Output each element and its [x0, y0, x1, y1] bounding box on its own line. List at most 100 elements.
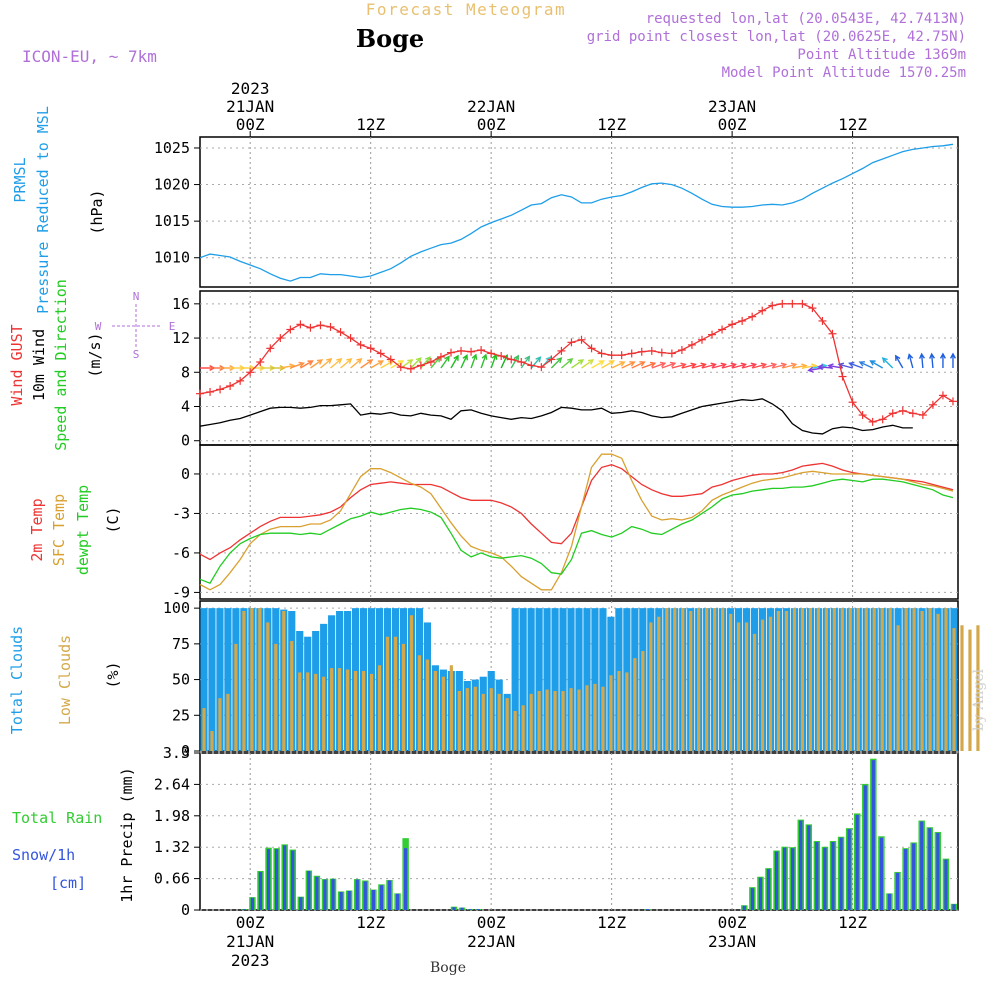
wind-arrow-head	[639, 361, 646, 367]
wind-arrow	[290, 362, 304, 369]
y-tick-label: 0	[181, 432, 190, 450]
snow-bar	[928, 828, 932, 910]
wind-arrow-head	[367, 359, 374, 365]
time-label-top: 00Z	[236, 115, 265, 134]
low-clouds-bar	[577, 689, 581, 751]
wind-arrow	[310, 359, 323, 369]
snow-bar	[331, 879, 335, 910]
low-clouds-bar	[409, 615, 414, 751]
wind-arrow	[701, 363, 716, 369]
low-clouds-bar	[960, 625, 964, 751]
low-clouds-bar	[274, 643, 278, 751]
snow-bar	[944, 859, 948, 910]
wind-arrow	[762, 363, 776, 369]
wind-label: 10m Wind	[30, 329, 48, 401]
wind-arrow	[340, 358, 352, 369]
snow-bar	[815, 841, 819, 910]
low-clouds-bar	[529, 693, 533, 751]
low-clouds-bar	[465, 688, 469, 751]
y-tick-label: 8	[181, 363, 190, 381]
low-clouds-bar	[497, 693, 501, 751]
low-clouds-bar	[800, 608, 805, 751]
snow-bar	[936, 832, 940, 910]
clouds-unit: (%)	[104, 661, 122, 688]
low-clouds-bar	[816, 608, 820, 751]
time-label-top: 00Z	[718, 115, 747, 134]
time-label-bottom: 00Z	[236, 913, 265, 932]
wind-arrow-head	[513, 354, 519, 361]
time-label-bottom: 2023	[231, 951, 270, 970]
time-label-top: 12Z	[838, 115, 867, 134]
wind-arrow	[721, 363, 736, 369]
snow-bar	[742, 905, 746, 910]
wind-arrow-head	[790, 362, 798, 369]
requested-location: requested lon,lat (20.0543E, 42.7413N)	[646, 11, 966, 27]
y-tick-label: 1.98	[154, 807, 190, 825]
y-tick-label: 2.64	[154, 775, 190, 793]
low-clouds-bar	[808, 608, 812, 751]
low-clouds-bar	[361, 671, 366, 751]
low-clouds-bar	[928, 608, 932, 751]
low-clouds-bar	[298, 672, 302, 751]
snow-bar	[887, 893, 892, 910]
time-label-bottom: 12Z	[838, 913, 867, 932]
wind-arrow	[772, 363, 786, 369]
wind-arrow	[280, 364, 295, 369]
total-clouds-bar	[511, 608, 519, 751]
wind-arrow	[802, 364, 817, 369]
low-clouds-bar	[433, 671, 437, 751]
low-clouds-bar	[721, 608, 725, 751]
wind-arrow-head	[598, 360, 605, 366]
wind-arrow	[895, 355, 904, 369]
snow-bar	[847, 829, 851, 910]
low-clouds-bar	[210, 731, 214, 751]
snow-bar	[371, 890, 375, 910]
wind-arrow-head	[710, 362, 717, 369]
low-clouds-bar	[824, 608, 828, 751]
low-clouds-bar	[792, 608, 797, 751]
wind-arrow-head	[587, 359, 595, 365]
gust-line	[199, 303, 954, 423]
total-clouds-bar	[583, 608, 591, 751]
low-clouds-bar	[832, 608, 836, 751]
wind-unit: (m/s)	[86, 332, 104, 377]
low-clouds-bar	[250, 608, 254, 751]
pressure-unit: (hPa)	[88, 189, 106, 234]
wind-arrow	[330, 358, 342, 369]
wind-arrow-head	[567, 358, 574, 364]
low-clouds-bar	[968, 629, 972, 751]
snow-bar	[274, 849, 279, 910]
snow-bar	[783, 847, 787, 910]
wind-arrow	[510, 355, 519, 369]
wind-arrow	[930, 353, 934, 369]
low-clouds-bar	[752, 633, 757, 751]
low-clouds-bar	[569, 688, 573, 751]
wind-arrow	[818, 366, 833, 369]
wind-arrow-head	[669, 361, 677, 368]
low-clouds-bar	[729, 613, 733, 751]
low-clouds-bar	[290, 641, 294, 751]
low-clouds-bar	[872, 608, 876, 751]
wind-arrow	[300, 360, 313, 369]
wind-arrow	[470, 354, 477, 369]
low-clouds-bar	[840, 608, 844, 751]
total-clouds-bar	[591, 608, 599, 751]
wind-arrow	[410, 357, 422, 369]
low-clouds-bar	[306, 672, 310, 751]
watermark: by Angel	[971, 668, 987, 731]
low-clouds-bar	[513, 711, 517, 751]
snow-bar	[347, 890, 351, 910]
snow-bar	[952, 904, 956, 910]
low-clouds-bar	[673, 608, 677, 751]
y-tick-label: 75	[172, 635, 190, 653]
low-clouds-bar	[944, 608, 948, 751]
y-tick-label: 1.32	[154, 838, 190, 856]
snow-bar	[307, 870, 311, 910]
low-clouds-bar	[545, 689, 549, 751]
total-clouds-bar	[224, 608, 232, 751]
snow-bar	[339, 891, 343, 910]
total-clouds-bar	[567, 608, 575, 751]
snow-bar	[920, 821, 924, 910]
low-clouds-bar	[385, 636, 390, 751]
time-label-bottom: 00Z	[477, 913, 506, 932]
